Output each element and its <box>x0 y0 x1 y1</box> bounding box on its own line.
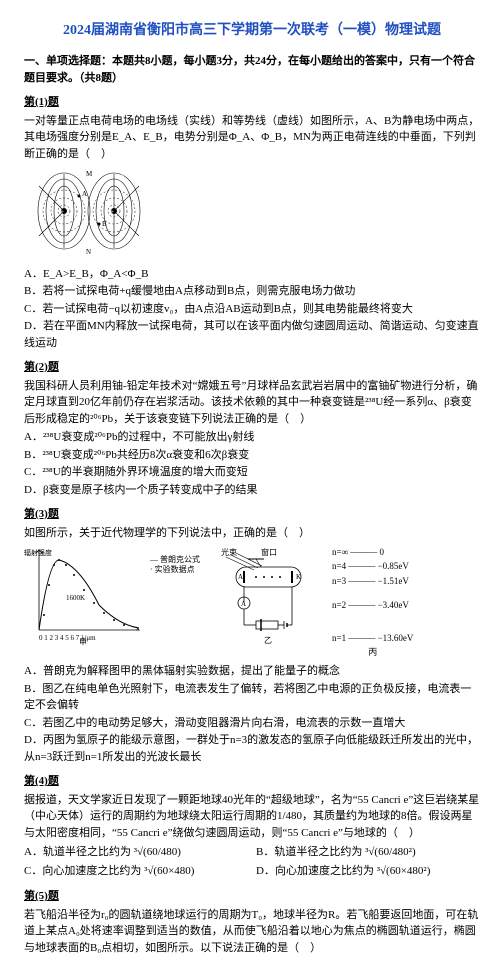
svg-text:B: B <box>102 220 107 228</box>
svg-text:窗口: 窗口 <box>261 547 277 557</box>
q3-body: 如图所示，关于近代物理学的下列说法中，正确的是（ ） <box>24 525 480 542</box>
svg-text:光束: 光束 <box>221 547 237 557</box>
page-title: 2024届湖南省衡阳市高三下学期第一次联考（一模）物理试题 <box>24 20 480 41</box>
svg-text:+: + <box>110 208 114 216</box>
q1-label: 第(1)题 <box>24 94 480 111</box>
q2-options: A．²³⁸U衰变成²⁰⁶Pb的过程中，不可能放出γ射线 B．²³⁸U衰变成²⁰⁶… <box>24 429 480 498</box>
q3-optA: A．普朗克为解释图甲的黑体辐射实验数据，提出了能量子的概念 <box>24 663 480 680</box>
q3-optC: C．若图乙中的电动势足够大，滑动变阻器滑片向右滑，电流表的示数一直增大 <box>24 715 480 732</box>
q1-optC: C．若一试探电荷−q以初速度v₀，由A点沿AB运动到B点，则其电势能最终将变大 <box>24 301 480 318</box>
q3-optD: D．丙图为氢原子的能级示意图，一群处于n=3的激发态的氢原子向低能级跃迁所发出的… <box>24 732 480 765</box>
svg-text:0 1 2 3 4 5 6 7 λ/μm: 0 1 2 3 4 5 6 7 λ/μm <box>39 634 96 642</box>
q4-optC: C．向心加速度之比约为 ³√(60×480) <box>24 863 248 880</box>
q3-label: 第(3)题 <box>24 506 480 523</box>
q2-optB: B．²³⁸U衰变成²⁰⁶Pb共经历8次α衰变和6次β衰变 <box>24 447 480 464</box>
q2-optC: C．²³⁸U的半衰期随外界环境温度的增大而变短 <box>24 464 480 481</box>
svg-text:辐射强度: 辐射强度 <box>24 548 52 557</box>
q3-figure: 辐射强度 1600K 0 1 2 3 4 5 6 7 λ/μm 甲 — 普朗克公… <box>24 545 480 659</box>
q1-optA: A．E_A>E_B，Φ_A<Φ_B <box>24 266 480 283</box>
svg-text:A: A <box>241 600 246 608</box>
label-bing: 丙 <box>332 645 413 659</box>
energy-n3: n=3 ——— −1.51eV <box>332 574 413 588</box>
q1-optB: B．若将一试探电荷+q缓慢地由A点移动到B点，则需克服电场力做功 <box>24 283 480 300</box>
q1-optD: D．若在平面MN内释放一试探电荷，其可以在该平面内做匀速圆周运动、简谐运动、匀变… <box>24 318 480 351</box>
q4-optD: D．向心加速度之比约为 ³√(60×480²) <box>256 863 480 880</box>
q4-optB: B．轨道半径之比约为 ³√(60/480²) <box>256 844 480 861</box>
svg-text:M: M <box>86 170 93 178</box>
q1-figure: + + A B M N <box>24 166 480 262</box>
svg-text:+: + <box>60 208 64 216</box>
energy-n4: n=4 ——— −0.85eV <box>332 559 413 573</box>
section-heading: 一、单项选择题：本题共8小题，每小题3分，共24分，在每小题给出的答案中，只有一… <box>24 53 480 86</box>
q5-body: 若飞船沿半径为r₀的圆轨道绕地球运行的周期为T₀，地球半径为R。若飞船要返回地面… <box>24 907 480 957</box>
q5-label: 第(5)题 <box>24 888 480 905</box>
q2-optD: D．β衰变是原子核内一个质子转变成中子的结果 <box>24 482 480 499</box>
q3-legend2: · 实验数据点 <box>150 565 200 575</box>
q4-body: 据报道，天文学家近日发现了一颗距地球40光年的“超级地球”，名为“55 Canc… <box>24 792 480 842</box>
q4-label: 第(4)题 <box>24 773 480 790</box>
svg-text:乙: 乙 <box>264 636 272 645</box>
q4-optA: A．轨道半径之比约为 ³√(60/480) <box>24 844 248 861</box>
q2-body: 我国科研人员利用铀-铅定年技术对“嫦娥五号”月球样品玄武岩岩屑中的富铀矿物进行分… <box>24 378 480 428</box>
q1-body: 一对等量正点电荷电场的电场线（实线）和等势线（虚线）如图所示，A、B为静电场中两… <box>24 113 480 163</box>
svg-text:K: K <box>296 573 301 581</box>
q1-options: A．E_A>E_B，Φ_A<Φ_B B．若将一试探电荷+q缓慢地由A点移动到B点… <box>24 266 480 352</box>
svg-text:甲: 甲 <box>79 638 87 645</box>
q2-label: 第(2)题 <box>24 359 480 376</box>
q4-options: A．轨道半径之比约为 ³√(60/480) B．轨道半径之比约为 ³√(60/4… <box>24 843 480 880</box>
svg-text:A: A <box>238 573 243 581</box>
svg-text:N: N <box>86 248 91 256</box>
energy-inf: n=∞ ——— 0 <box>332 545 413 559</box>
svg-text:1600K: 1600K <box>66 594 85 602</box>
q2-optA: A．²³⁸U衰变成²⁰⁶Pb的过程中，不可能放出γ射线 <box>24 429 480 446</box>
energy-n1: n=1 ——— −13.60eV <box>332 631 413 645</box>
q3-optB: B．图乙在纯电单色光照射下，电流表发生了偏转，若将图乙中电源的正负极反接，电流表… <box>24 681 480 714</box>
q3-legend1: — 普朗克公式 <box>150 555 200 565</box>
q3-options: A．普朗克为解释图甲的黑体辐射实验数据，提出了能量子的概念 B．图乙在纯电单色光… <box>24 663 480 765</box>
svg-text:A: A <box>82 190 87 198</box>
energy-n2: n=2 ——— −3.40eV <box>332 598 413 612</box>
